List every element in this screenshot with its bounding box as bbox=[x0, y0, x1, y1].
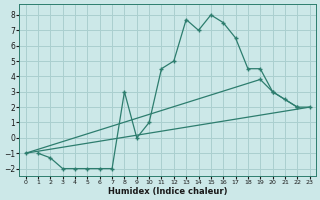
X-axis label: Humidex (Indice chaleur): Humidex (Indice chaleur) bbox=[108, 187, 228, 196]
